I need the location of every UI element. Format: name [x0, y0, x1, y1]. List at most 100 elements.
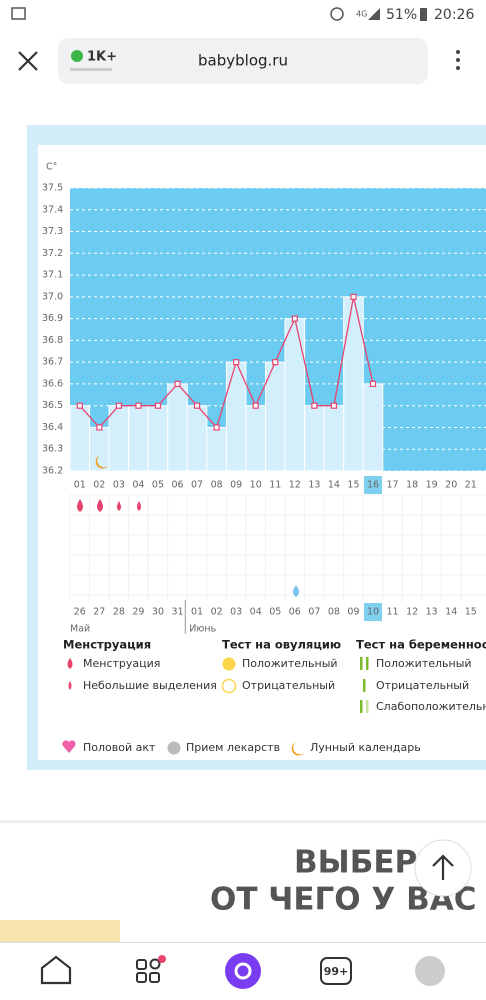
drop-small	[117, 501, 121, 511]
url: babyblog.ru	[198, 52, 288, 70]
date-label: 01	[191, 607, 203, 618]
highlight	[364, 603, 383, 621]
date-label: 29	[132, 607, 144, 618]
legend-item: Небольшие выделения	[83, 679, 217, 692]
month-label: Июнь	[189, 624, 216, 635]
progress	[70, 68, 112, 71]
y-tick-label: 37.0	[42, 291, 63, 302]
x-tick-label: 14	[328, 480, 340, 491]
y-tick-label: 37.3	[42, 226, 63, 237]
date-label: 06	[289, 607, 301, 618]
marker	[76, 402, 83, 409]
address-bar[interactable]	[58, 38, 428, 84]
ovulation-drop	[293, 585, 299, 597]
marker	[233, 359, 240, 366]
x-tick-label: 06	[171, 480, 183, 491]
x-tick-label: 09	[230, 480, 242, 491]
x-tick-label: 05	[152, 480, 164, 491]
drop	[97, 499, 103, 512]
y-tick-label: 37.5	[42, 183, 63, 194]
profile[interactable]	[415, 956, 445, 986]
date-label: 09	[347, 607, 359, 618]
close-button[interactable]	[18, 51, 38, 71]
gallery-icon	[11, 7, 26, 20]
legend-item: Отрицательный	[242, 679, 335, 692]
bar	[362, 383, 384, 472]
battery: 51%	[386, 7, 417, 23]
y-tick-label: 37.1	[42, 270, 63, 281]
alice[interactable]	[225, 953, 261, 989]
time: 20:26	[434, 7, 474, 23]
date-label: 02	[211, 607, 223, 618]
bar	[89, 426, 110, 472]
legend-item: Прием лекарств	[186, 741, 280, 754]
network: 4G	[356, 10, 367, 19]
legend-item: Менструация	[83, 657, 160, 670]
date-label: 11	[387, 607, 399, 618]
bar	[167, 383, 188, 472]
bar	[323, 405, 345, 472]
home[interactable]	[40, 955, 72, 985]
x-tick-label: 11	[269, 480, 281, 491]
bar	[206, 426, 227, 472]
bar	[69, 405, 91, 472]
y-tick-label: 36.6	[42, 378, 63, 389]
divider	[0, 820, 486, 823]
bar	[128, 405, 149, 472]
marker	[272, 359, 279, 366]
x-tick-label: 10	[250, 480, 262, 491]
legend-title: Менструация	[63, 638, 151, 652]
legend-item: Отрицательный	[376, 679, 469, 692]
ad-text: ВЫБЕР	[294, 845, 417, 881]
battery-icon	[420, 8, 427, 21]
marker	[174, 380, 181, 388]
x-tick-label: 18	[406, 480, 418, 491]
legend-item: Половой акт	[83, 741, 156, 754]
date-label: 04	[250, 607, 262, 618]
month-label: Май	[70, 624, 90, 635]
tab-badge: 99+	[324, 965, 349, 978]
bar	[108, 405, 130, 472]
bar	[284, 318, 306, 472]
marker	[330, 402, 338, 409]
date-label: 13	[426, 607, 438, 618]
tab-count: 1K+	[87, 50, 117, 65]
legend-title: Тест на беременность	[356, 638, 486, 652]
menu-button[interactable]	[456, 66, 460, 70]
chart: 36.2 36.3 36.4 36.5 36.6 36.7 36.8 36.9 37.0 37.1…	[42, 183, 486, 635]
marker	[350, 293, 357, 300]
tabs[interactable]	[320, 957, 352, 985]
highlight	[364, 476, 383, 494]
y-tick-label: 36.9	[42, 313, 63, 324]
date-label: 28	[113, 607, 125, 618]
comments-icon	[71, 50, 83, 62]
date-label: 26	[74, 607, 86, 618]
x-tick-label: 16	[367, 480, 379, 491]
y-axis-label: C°	[46, 162, 57, 173]
y-tick-label: 36.7	[42, 357, 63, 368]
y-tick-label: 36.8	[42, 335, 63, 346]
y-tick-label: 36.5	[42, 400, 63, 411]
marker	[369, 380, 377, 388]
date-label: 03	[230, 607, 242, 618]
x-tick-label: 04	[132, 480, 144, 491]
x-tick-label: 21	[465, 480, 477, 491]
x-tick-label: 20	[445, 480, 457, 491]
y-tick-label: 37.4	[42, 204, 63, 215]
legend-item: Положительный	[242, 657, 338, 670]
legend-title: Тест на овуляцию	[222, 638, 341, 652]
bar	[186, 405, 208, 472]
date-label: 27	[93, 607, 105, 618]
x-tick-label: 19	[426, 480, 438, 491]
marker	[115, 402, 122, 409]
marker	[193, 402, 201, 409]
marker	[291, 315, 298, 322]
x-tick-label: 13	[308, 480, 320, 491]
services[interactable]	[136, 958, 161, 983]
x-tick-label: 01	[74, 480, 86, 491]
x-tick-label: 03	[113, 480, 125, 491]
date-label: 07	[308, 607, 320, 618]
date-label: 31	[171, 607, 183, 618]
drop	[77, 499, 83, 512]
